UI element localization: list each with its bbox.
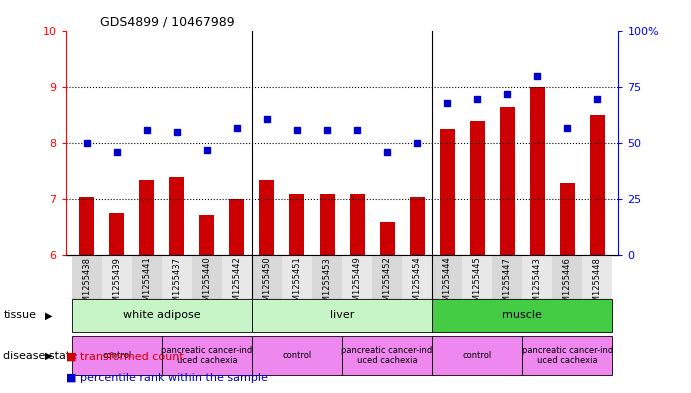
Text: ■ percentile rank within the sample: ■ percentile rank within the sample [66, 373, 267, 383]
Text: GSM1255448: GSM1255448 [593, 257, 602, 312]
Text: muscle: muscle [502, 310, 542, 320]
Bar [372, 31, 402, 255]
Text: GSM1255446: GSM1255446 [563, 257, 572, 312]
Bar [252, 299, 432, 332]
Text: GSM1255444: GSM1255444 [443, 257, 452, 312]
Text: ▶: ▶ [45, 310, 53, 320]
Text: GSM1255442: GSM1255442 [232, 257, 241, 312]
Bar [500, 107, 515, 255]
Bar [169, 177, 184, 255]
Bar [162, 31, 192, 255]
Bar [530, 88, 545, 255]
Text: disease state: disease state [3, 351, 77, 361]
Bar [342, 31, 372, 255]
Text: GSM1255437: GSM1255437 [172, 257, 181, 313]
Bar [522, 31, 552, 255]
Bar [350, 194, 365, 255]
Bar [222, 255, 252, 299]
Text: GSM1255438: GSM1255438 [82, 257, 91, 313]
Bar [439, 129, 455, 255]
Bar [319, 194, 334, 255]
Bar [432, 299, 612, 332]
Text: pancreatic cancer-ind
uced cachexia: pancreatic cancer-ind uced cachexia [341, 346, 433, 365]
Bar [132, 31, 162, 255]
Bar [222, 31, 252, 255]
Bar [470, 121, 485, 255]
Bar [583, 255, 612, 299]
Bar [492, 31, 522, 255]
Bar [462, 255, 492, 299]
Bar [402, 31, 432, 255]
Text: GSM1255452: GSM1255452 [383, 257, 392, 312]
Text: pancreatic cancer-ind
uced cachexia: pancreatic cancer-ind uced cachexia [522, 346, 613, 365]
Bar [432, 255, 462, 299]
Bar [72, 255, 102, 299]
Text: GSM1255450: GSM1255450 [263, 257, 272, 312]
Bar [162, 336, 252, 375]
Text: GSM1255454: GSM1255454 [413, 257, 422, 312]
Bar [402, 255, 432, 299]
Bar [72, 299, 252, 332]
Bar [252, 31, 282, 255]
Text: GSM1255443: GSM1255443 [533, 257, 542, 312]
Bar [72, 336, 162, 375]
Text: GSM1255441: GSM1255441 [142, 257, 151, 312]
Text: GSM1255439: GSM1255439 [112, 257, 121, 312]
Bar [552, 255, 583, 299]
Bar [72, 31, 102, 255]
Bar [522, 336, 612, 375]
Bar [132, 255, 162, 299]
Bar [410, 196, 425, 255]
Bar [252, 255, 282, 299]
Text: ■ transformed count: ■ transformed count [66, 352, 183, 362]
Bar [140, 180, 154, 255]
Bar [312, 31, 342, 255]
Bar [342, 255, 372, 299]
Text: ▶: ▶ [45, 351, 53, 361]
Bar [492, 255, 522, 299]
Text: white adipose: white adipose [123, 310, 200, 320]
Bar [590, 116, 605, 255]
Bar [312, 255, 342, 299]
Bar [462, 31, 492, 255]
Bar [522, 255, 552, 299]
Text: tissue: tissue [3, 310, 37, 320]
Bar [342, 336, 432, 375]
Bar [282, 31, 312, 255]
Bar [79, 196, 94, 255]
Bar [252, 336, 342, 375]
Bar [259, 180, 274, 255]
Text: GSM1255447: GSM1255447 [503, 257, 512, 312]
Bar [199, 215, 214, 255]
Bar [560, 183, 575, 255]
Bar [229, 200, 245, 255]
Text: GSM1255445: GSM1255445 [473, 257, 482, 312]
Text: liver: liver [330, 310, 354, 320]
Bar [192, 255, 222, 299]
Bar [109, 213, 124, 255]
Text: GDS4899 / 10467989: GDS4899 / 10467989 [100, 16, 235, 29]
Bar [432, 336, 522, 375]
Text: GSM1255453: GSM1255453 [323, 257, 332, 312]
Bar [583, 31, 612, 255]
Bar [290, 194, 305, 255]
Text: GSM1255451: GSM1255451 [292, 257, 301, 312]
Text: GSM1255440: GSM1255440 [202, 257, 211, 312]
Bar [102, 255, 132, 299]
Bar [372, 255, 402, 299]
Text: control: control [102, 351, 131, 360]
Bar [162, 255, 192, 299]
Bar [102, 31, 132, 255]
Bar [282, 255, 312, 299]
Text: control: control [283, 351, 312, 360]
Text: control: control [462, 351, 492, 360]
Bar [379, 222, 395, 255]
Bar [552, 31, 583, 255]
Bar [432, 31, 462, 255]
Text: GSM1255449: GSM1255449 [352, 257, 361, 312]
Text: pancreatic cancer-ind
uced cachexia: pancreatic cancer-ind uced cachexia [161, 346, 252, 365]
Bar [192, 31, 222, 255]
